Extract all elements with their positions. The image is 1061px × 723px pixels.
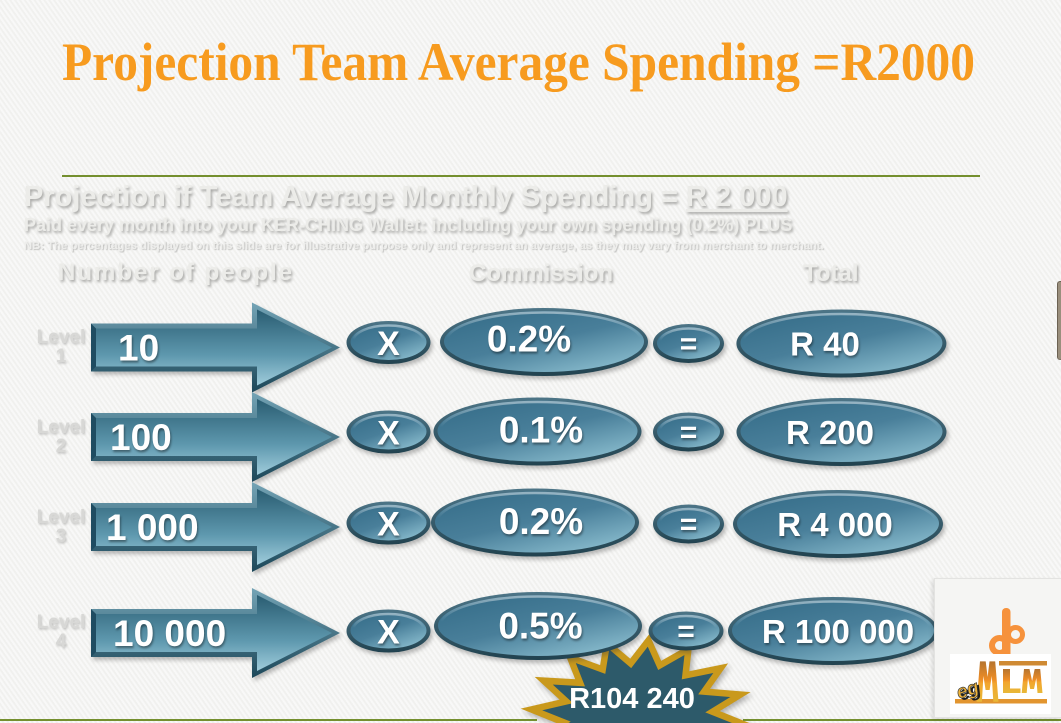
svg-text:0.5%: 0.5% [498, 606, 582, 647]
svg-text:=: = [680, 508, 698, 541]
svg-text:X: X [377, 415, 400, 453]
svg-text:100: 100 [110, 417, 172, 458]
svg-text:=: = [677, 615, 695, 648]
svg-text:R104 240: R104 240 [569, 683, 695, 715]
svg-text:10: 10 [118, 328, 159, 369]
svg-text:0.1%: 0.1% [499, 410, 583, 451]
svg-text:X: X [377, 325, 400, 363]
svg-text:R 200: R 200 [786, 414, 874, 451]
svg-text:R 40: R 40 [790, 326, 860, 363]
svg-text:=: = [680, 328, 698, 361]
svg-text:10 000: 10 000 [113, 613, 226, 654]
svg-text:=: = [680, 416, 698, 449]
svg-text:1 000: 1 000 [106, 507, 199, 548]
svg-text:R 4 000: R 4 000 [777, 506, 893, 543]
svg-text:0.2%: 0.2% [487, 319, 571, 360]
svg-text:X: X [377, 506, 400, 544]
svg-text:X: X [377, 614, 400, 652]
svg-text:R 100 000: R 100 000 [762, 613, 914, 650]
svg-text:0.2%: 0.2% [499, 501, 583, 542]
